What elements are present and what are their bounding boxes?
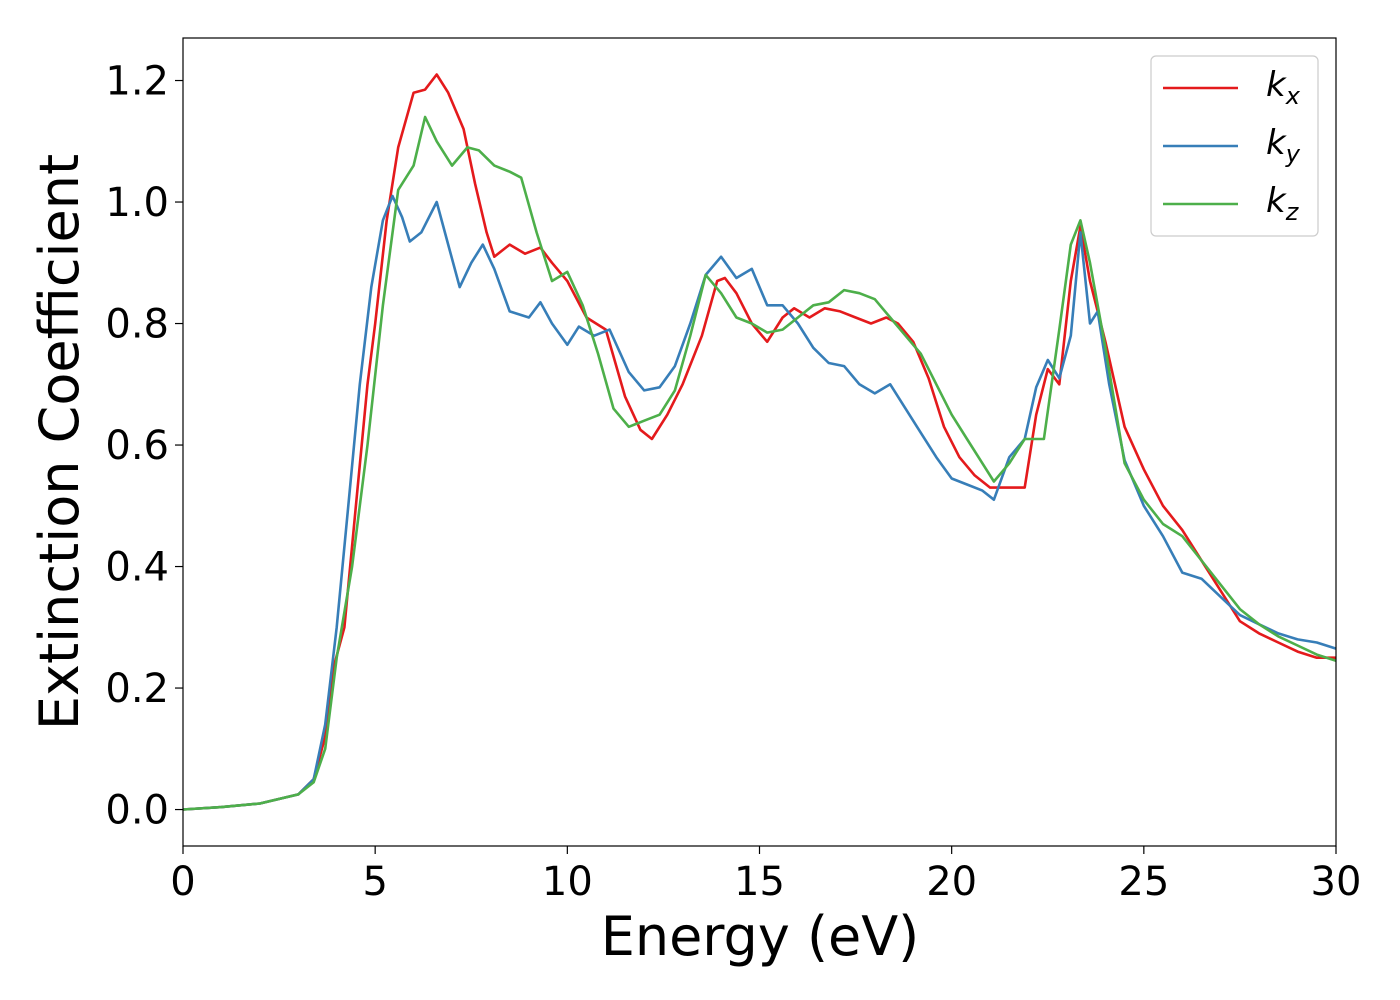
x-tick-label: 25 [1118,859,1169,905]
x-tick-label: 15 [734,859,785,905]
x-tick-label: 5 [362,859,387,905]
x-tick-label: 20 [926,859,977,905]
y-tick-label: 1.0 [105,180,169,226]
legend: kx ky kz [1150,55,1319,237]
y-tick-label: 0.6 [105,423,169,469]
series-line-z [183,115,1336,811]
legend-label-y: ky [1266,123,1301,168]
y-axis-label: Extinction Coefficient [28,154,91,730]
plot-lines [183,73,1336,811]
y-tick-label: 0.2 [105,666,169,712]
x-tick-label: 0 [170,859,195,905]
y-tick-label: 1.2 [105,59,169,105]
series-line-y [183,194,1336,811]
x-tick-label: 10 [542,859,593,905]
x-axis-label: Energy (eV) [601,905,920,968]
y-axis-ticks: 0.0 0.2 0.4 0.6 0.8 1.0 1.2 [105,59,183,834]
y-tick-label: 0.4 [105,545,169,591]
x-tick-label: 30 [1311,859,1362,905]
y-tick-label: 0.0 [105,788,169,834]
legend-label-z: kz [1266,181,1300,226]
y-tick-label: 0.8 [105,302,169,348]
legend-label-x: kx [1266,65,1301,110]
x-axis-ticks: 0 5 10 15 20 25 30 [170,846,1361,905]
